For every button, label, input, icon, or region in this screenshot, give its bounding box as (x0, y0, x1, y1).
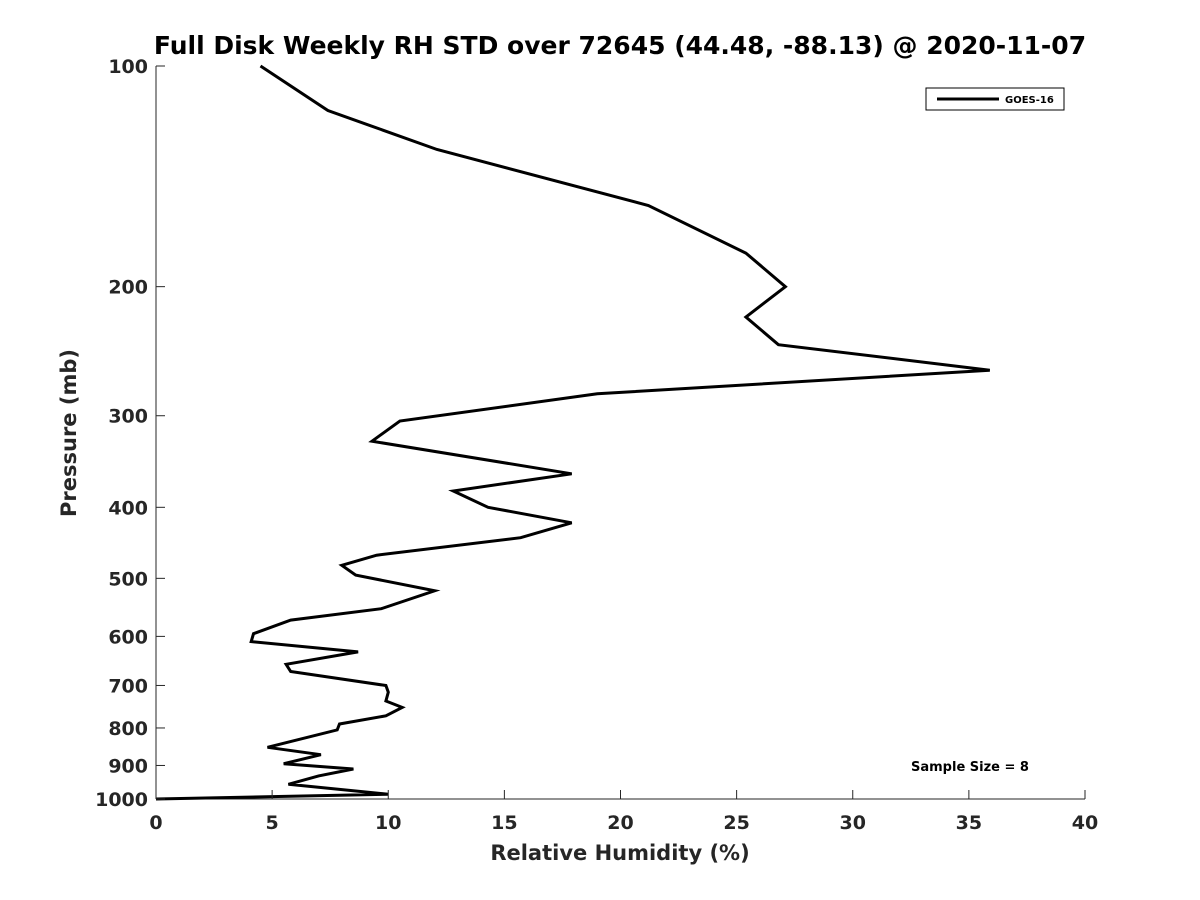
y-tick-label: 900 (108, 755, 148, 777)
y-tick-label: 100 (108, 56, 148, 78)
y-axis-label: Pressure (mb) (57, 349, 81, 517)
y-tick-label: 500 (108, 568, 148, 590)
y-tick-label: 300 (108, 406, 148, 428)
x-tick-label: 20 (607, 812, 633, 834)
x-tick-label: 40 (1072, 812, 1098, 834)
series-line-goes-16 (155, 64, 990, 801)
x-axis-label: Relative Humidity (%) (490, 841, 749, 865)
y-tick-label: 800 (108, 718, 148, 740)
legend-label-goes-16: GOES-16 (1005, 95, 1054, 106)
y-tick-label: 700 (108, 675, 148, 697)
x-tick-label: 35 (956, 812, 982, 834)
x-tick-label: 0 (149, 812, 162, 834)
chart-title: Full Disk Weekly RH STD over 72645 (44.4… (154, 31, 1086, 60)
y-tick-label: 400 (108, 497, 148, 519)
y-tick-label: 1000 (95, 789, 148, 811)
x-tick-label: 25 (723, 812, 749, 834)
y-tick-label: 200 (108, 277, 148, 299)
x-tick-label: 30 (840, 812, 866, 834)
x-tick-label: 15 (491, 812, 517, 834)
x-tick-label: 5 (266, 812, 279, 834)
x-tick-label: 10 (375, 812, 401, 834)
y-tick-label: 600 (108, 626, 148, 648)
sample-size-annotation: Sample Size = 8 (911, 760, 1029, 775)
x-axis: 0 5 10 15 20 25 30 35 40 (149, 790, 1098, 834)
series-layer (155, 64, 990, 801)
plot-area (155, 66, 1085, 800)
legend: GOES-16 (925, 87, 1065, 111)
y-axis: 100 200 300 400 500 600 700 800 900 1000 (95, 56, 165, 811)
